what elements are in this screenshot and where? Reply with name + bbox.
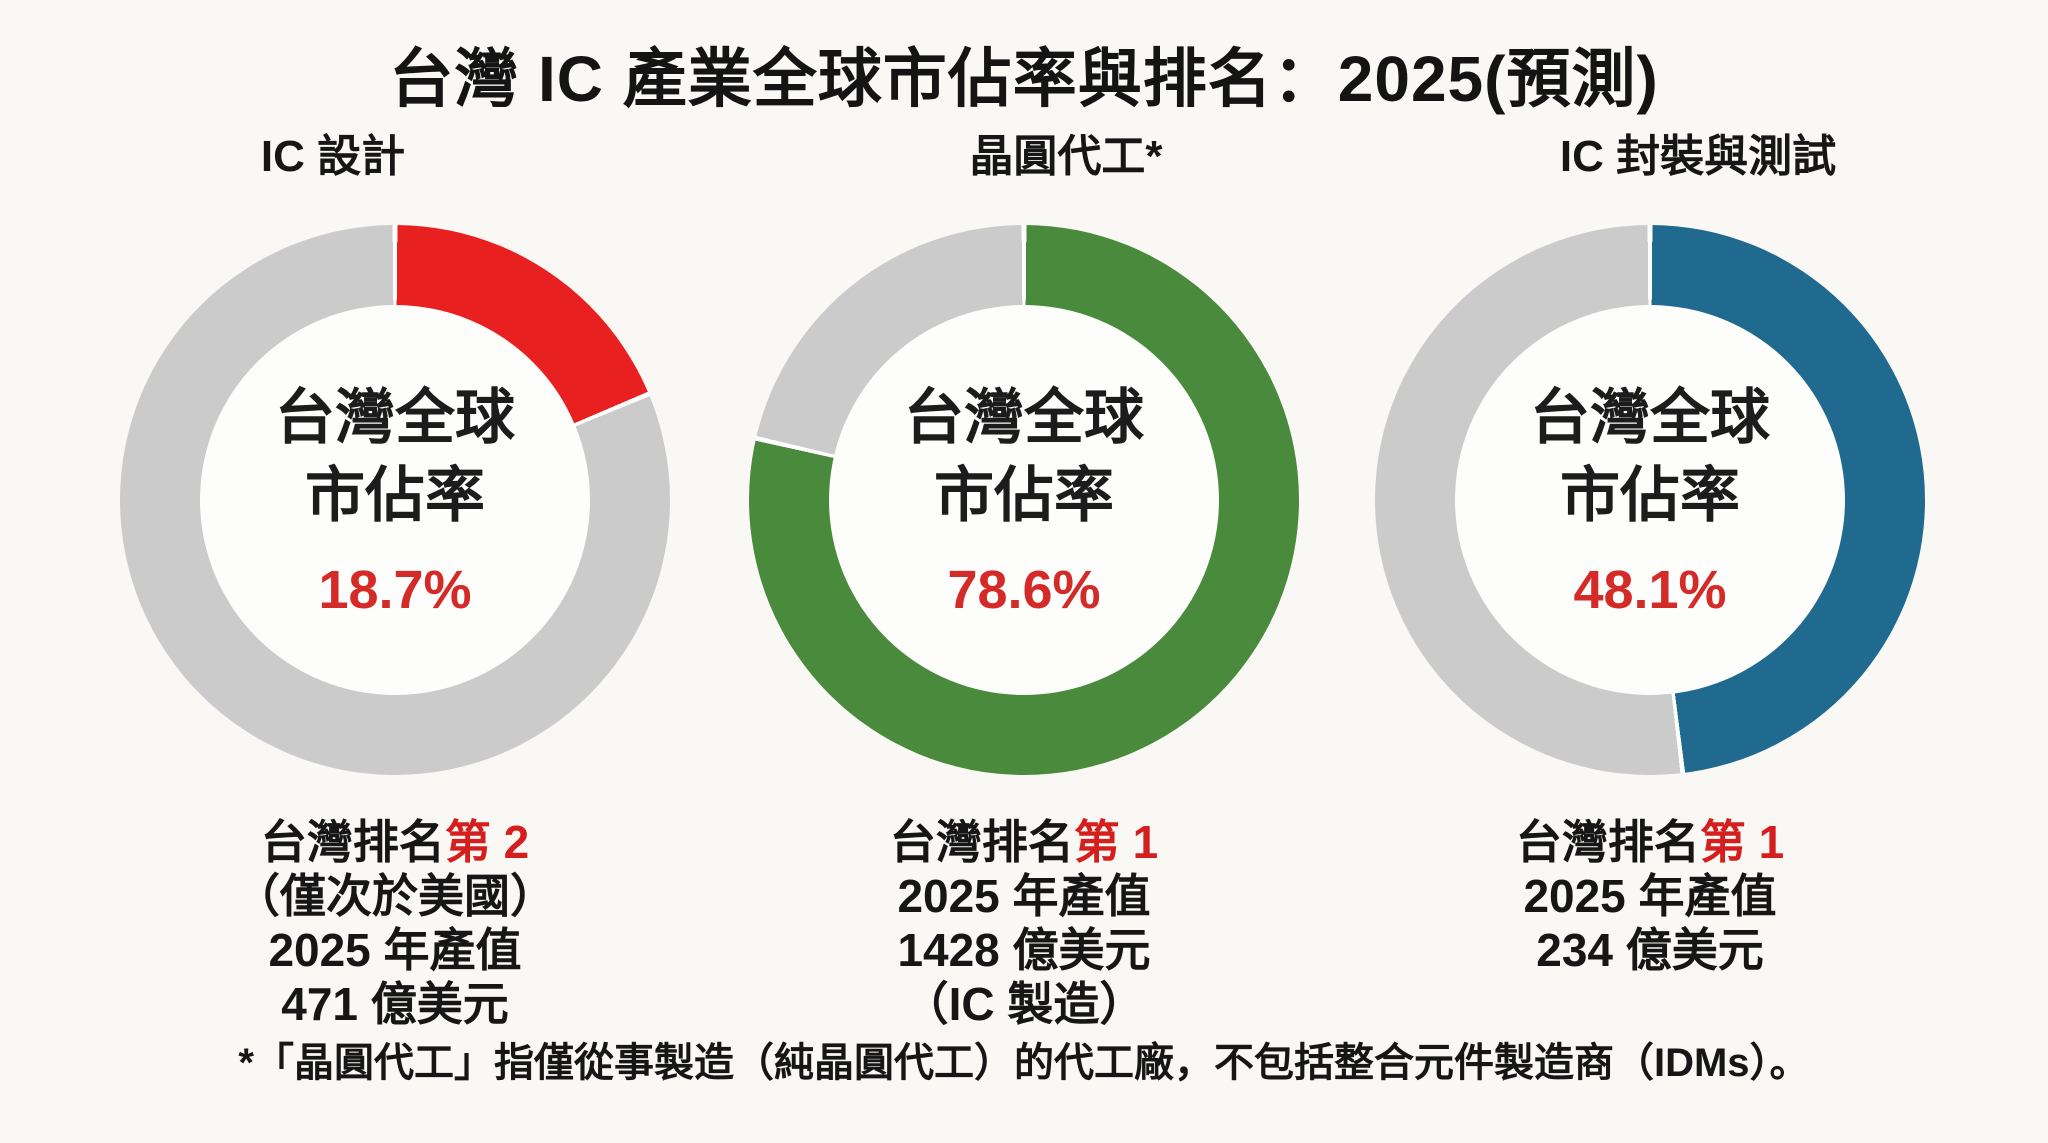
rank-value: 第 2	[444, 816, 530, 868]
rank-line: 台灣排名第 1	[1340, 815, 1960, 869]
rank-line: 台灣排名第 2	[85, 815, 705, 869]
chart-caption: 台灣排名第 2 （僅次於美國） 2025 年產值 471 億美元	[85, 815, 705, 1031]
caption-line: 2025 年產值	[1523, 870, 1777, 922]
caption-line: （IC 製造）	[902, 978, 1146, 1030]
caption-line: 2025 年產值	[268, 924, 522, 976]
rank-line: 台灣排名第 1	[714, 815, 1334, 869]
caption-line: 471 億美元	[281, 978, 509, 1030]
market-share-value: 78.6%	[947, 560, 1101, 620]
chart-caption: 台灣排名第 1 2025 年產值 234 億美元	[1340, 815, 1960, 977]
donut-hole: 台灣全球 市佔率 18.7%	[200, 305, 590, 695]
donut-chart-ic-design: 台灣全球 市佔率 18.7%	[120, 225, 670, 775]
donut-hole: 台灣全球 市佔率 78.6%	[829, 305, 1219, 695]
donut-center-text: 市佔率	[305, 462, 485, 529]
donut-chart-packaging-testing: 台灣全球 市佔率 48.1%	[1375, 225, 1925, 775]
rank-prefix: 台灣排名	[1515, 816, 1700, 868]
donut-center-text: 市佔率	[1560, 462, 1740, 529]
chart-column-foundry: 晶圓代工* 台灣全球 市佔率 78.6% 台灣排名第 1 2025 年產值 14…	[714, 126, 1334, 1031]
chart-caption: 台灣排名第 1 2025 年產值 1428 億美元 （IC 製造）	[714, 815, 1334, 1031]
chart-title-foundry: 晶圓代工*	[969, 132, 1163, 181]
rank-value: 第 1	[1699, 816, 1785, 868]
rank-value: 第 1	[1073, 816, 1159, 868]
donut-center-text: 台灣全球	[275, 384, 515, 451]
donut-center-text: 市佔率	[934, 462, 1114, 529]
rank-prefix: 台灣排名	[260, 816, 445, 868]
caption-line: （僅次於美國）	[234, 870, 556, 922]
rank-prefix: 台灣排名	[889, 816, 1074, 868]
caption-line: 2025 年產值	[897, 870, 1151, 922]
donut-hole: 台灣全球 市佔率 48.1%	[1455, 305, 1845, 695]
donut-center-text: 台灣全球	[1530, 384, 1770, 451]
caption-line: 1428 億美元	[897, 924, 1151, 976]
chart-title-ic-design: IC 設計	[260, 132, 406, 181]
market-share-value: 18.7%	[318, 560, 472, 620]
donut-center-text: 台灣全球	[904, 384, 1144, 451]
chart-column-ic-design: IC 設計 台灣全球 市佔率 18.7% 台灣排名第 2 （僅次於美國） 202…	[85, 126, 705, 1031]
chart-column-packaging-testing: IC 封裝與測試 台灣全球 市佔率 48.1% 台灣排名第 1 2025 年產值…	[1340, 126, 1960, 977]
donut-chart-foundry: 台灣全球 市佔率 78.6%	[749, 225, 1299, 775]
chart-title-packaging-testing: IC 封裝與測試	[1559, 132, 1837, 181]
caption-line: 234 億美元	[1536, 924, 1764, 976]
market-share-value: 48.1%	[1573, 560, 1727, 620]
page-title: 台灣 IC 產業全球市佔率與排名：2025(預測)	[389, 43, 1659, 115]
footnote: *「晶圓代工」指僅從事製造（純晶圓代工）的代工廠，不包括整合元件製造商（IDMs…	[238, 1041, 1810, 1085]
